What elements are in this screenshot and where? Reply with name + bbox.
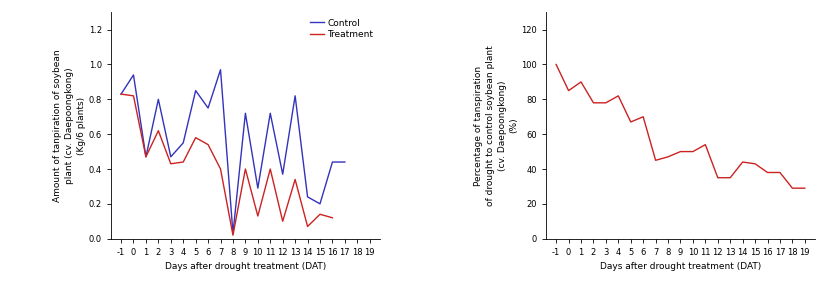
Treatment xyxy=(203,143,213,147)
Treatment xyxy=(191,136,201,140)
Line: Treatment: Treatment xyxy=(121,94,332,235)
Treatment xyxy=(216,167,226,171)
Treatment xyxy=(153,129,163,132)
Control xyxy=(191,89,201,92)
Control xyxy=(141,155,151,159)
Treatment xyxy=(328,216,337,220)
Y-axis label: Amount of tanpiration of soybean
plant (cv. Daepoongkong)
(Kg/6 plants): Amount of tanpiration of soybean plant (… xyxy=(53,49,86,202)
Treatment xyxy=(128,94,138,98)
Treatment xyxy=(179,160,188,164)
Treatment xyxy=(116,92,126,96)
Treatment xyxy=(228,233,238,237)
Control xyxy=(216,68,226,72)
Treatment xyxy=(265,167,275,171)
Treatment xyxy=(277,219,287,223)
Control xyxy=(179,141,188,145)
Y-axis label: Percentage of tanspiration
of drought to control soybean plant
(cv. Daepoongkong: Percentage of tanspiration of drought to… xyxy=(474,45,518,206)
X-axis label: Days after drought treatment (DAT): Days after drought treatment (DAT) xyxy=(165,262,326,271)
Treatment xyxy=(253,214,263,218)
Treatment xyxy=(291,177,300,181)
Treatment xyxy=(303,225,313,228)
Line: Control: Control xyxy=(121,70,345,233)
Control xyxy=(315,202,325,206)
Control xyxy=(303,195,313,199)
Control xyxy=(277,172,287,176)
Control xyxy=(203,106,213,110)
Control xyxy=(128,73,138,77)
Control xyxy=(228,232,238,235)
Control xyxy=(291,94,300,98)
Treatment xyxy=(315,212,325,216)
Legend: Control, Treatment: Control, Treatment xyxy=(309,17,375,41)
Control xyxy=(153,98,163,101)
Treatment xyxy=(240,167,250,171)
X-axis label: Days after drought treatment (DAT): Days after drought treatment (DAT) xyxy=(600,262,761,271)
Control xyxy=(116,92,126,96)
Treatment xyxy=(166,162,176,166)
Control xyxy=(328,160,337,164)
Control xyxy=(265,111,275,115)
Control xyxy=(253,186,263,190)
Control xyxy=(340,160,350,164)
Control xyxy=(166,155,176,159)
Treatment xyxy=(141,155,151,159)
Control xyxy=(240,111,250,115)
